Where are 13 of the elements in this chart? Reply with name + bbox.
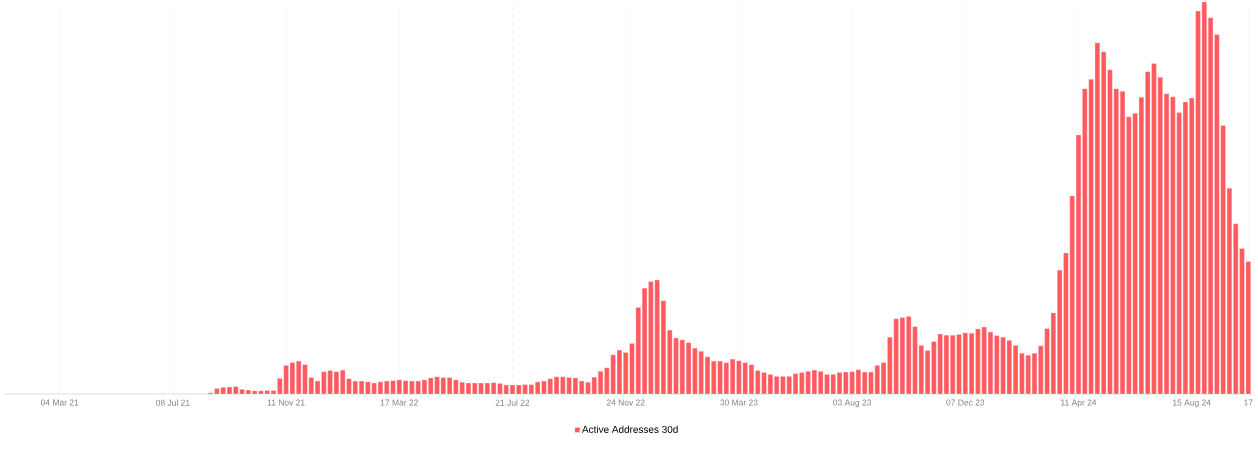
x-tick-label: 17 Mar 22	[380, 399, 418, 406]
x-tick-label: 04 Mar 21	[40, 399, 79, 406]
x-tick-label: 15 Aug 24	[1173, 399, 1211, 408]
x-tick-label: 11 Apr 24	[1061, 399, 1097, 408]
x-tick-label: 21 Jul 22	[495, 399, 530, 406]
x-tick-label: 08 Jul 21	[156, 399, 190, 406]
x-tick-label: 24 Nov 22	[606, 399, 645, 406]
x-tick-label: 11 Nov 21	[267, 399, 305, 406]
x-tick-label: 07 Dec 23	[946, 399, 985, 406]
legend-label: Active Addresses 30d	[581, 425, 678, 433]
x-tick-label: 03 Aug 23	[833, 399, 872, 408]
x-tick-label: 30 Mar 23	[720, 399, 758, 406]
x-tick-label: 17	[1244, 399, 1253, 406]
